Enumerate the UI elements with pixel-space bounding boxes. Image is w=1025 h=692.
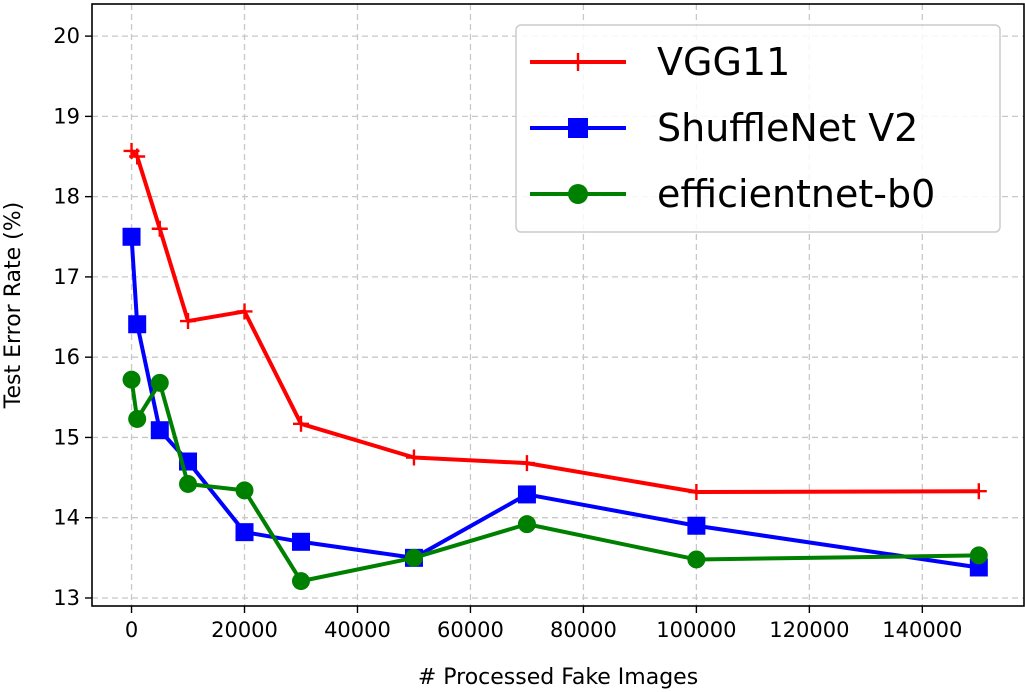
x-tick-label: 120000	[769, 618, 849, 642]
data-point-vgg11	[292, 415, 309, 432]
data-point-shufflenet-v2	[150, 421, 169, 440]
y-tick-label: 14	[53, 506, 80, 530]
y-tick-label: 20	[53, 24, 80, 48]
axis-ticks: 0 20000 40000 60000 80000 100000 120000 140000 1…	[53, 24, 962, 642]
data-point-efficientnet-b0	[150, 373, 169, 392]
data-point-shufflenet-v2	[235, 523, 254, 542]
y-tick-label: 16	[53, 345, 80, 369]
series-shufflenet-v2	[122, 227, 988, 577]
x-tick-label: 40000	[324, 618, 391, 642]
data-point-vgg11	[180, 313, 197, 330]
legend-label: ShuffleNet V2	[657, 106, 918, 150]
x-tick-label: 140000	[882, 618, 962, 642]
y-tick-label: 17	[53, 265, 80, 289]
legend-marker-efficientnet-b0	[568, 184, 588, 204]
legend: VGG11 ShuffleNet V2 efficientnet-b0	[515, 24, 1001, 233]
x-axis-label: # Processed Fake Images	[418, 665, 698, 690]
data-point-efficientnet-b0	[179, 474, 198, 493]
data-point-shufflenet-v2	[517, 485, 536, 504]
x-tick-label: 0	[125, 618, 138, 642]
legend-item-vgg11: VGG11	[530, 40, 790, 84]
data-point-shufflenet-v2	[128, 315, 147, 334]
data-point-shufflenet-v2	[291, 532, 310, 551]
x-tick-label: 60000	[437, 618, 504, 642]
legend-label: efficientnet-b0	[657, 172, 935, 216]
data-point-vgg11	[970, 483, 987, 500]
y-tick-label: 18	[53, 185, 80, 209]
data-point-shufflenet-v2	[687, 516, 706, 535]
legend-item-shufflenet-v2: ShuffleNet V2	[530, 106, 918, 150]
data-point-efficientnet-b0	[235, 481, 254, 500]
data-point-shufflenet-v2	[122, 227, 141, 246]
series-layer	[122, 142, 988, 591]
legend-marker-vgg11	[569, 53, 587, 71]
y-axis-label: Test Error Rate (%)	[1, 202, 26, 409]
data-point-efficientnet-b0	[122, 370, 141, 389]
legend-item-efficientnet-b0: efficientnet-b0	[530, 172, 935, 216]
x-tick-label: 100000	[656, 618, 736, 642]
y-tick-label: 13	[53, 586, 80, 610]
plot-frame	[91, 3, 1025, 607]
data-point-vgg11	[236, 303, 253, 320]
x-tick-label: 20000	[211, 618, 278, 642]
y-tick-label: 15	[53, 425, 80, 449]
legend-marker-shufflenet-v2	[568, 118, 588, 138]
series-line-efficientnet-b0	[129, 379, 979, 584]
data-point-vgg11	[405, 449, 422, 466]
data-point-vgg11	[151, 220, 168, 237]
data-point-vgg11	[688, 484, 705, 501]
legend-label: VGG11	[657, 40, 790, 84]
data-point-efficientnet-b0	[404, 548, 423, 567]
data-point-vgg11	[518, 455, 535, 472]
x-tick-label: 80000	[550, 618, 617, 642]
series-vgg11	[123, 142, 987, 501]
data-point-efficientnet-b0	[291, 572, 310, 591]
data-point-efficientnet-b0	[687, 550, 706, 569]
data-point-efficientnet-b0	[969, 546, 988, 565]
series-line-vgg11	[130, 149, 979, 495]
legend-box	[515, 24, 1001, 233]
data-point-efficientnet-b0	[128, 409, 147, 428]
data-point-efficientnet-b0	[517, 515, 536, 534]
y-tick-label: 19	[53, 104, 80, 128]
data-point-vgg11	[129, 148, 146, 165]
series-efficientnet-b0	[122, 370, 988, 591]
